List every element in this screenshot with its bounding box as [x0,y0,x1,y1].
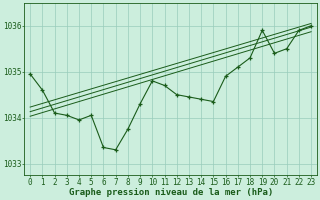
X-axis label: Graphe pression niveau de la mer (hPa): Graphe pression niveau de la mer (hPa) [68,188,273,197]
